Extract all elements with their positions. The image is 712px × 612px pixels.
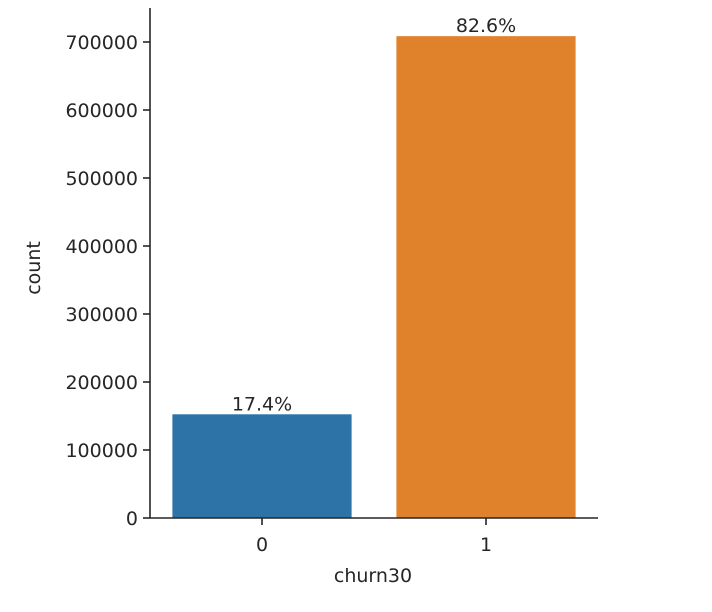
bar-data-label: 82.6%	[456, 15, 516, 37]
y-tick-label: 300000	[65, 304, 138, 326]
x-tick-label: 0	[256, 534, 268, 556]
x-axis-title: churn30	[334, 565, 412, 587]
bar-data-labels: 17.4% 82.6%	[232, 15, 516, 415]
x-tick-label: 1	[480, 534, 492, 556]
y-tick-label: 500000	[65, 168, 138, 190]
bar-data-label: 17.4%	[232, 393, 292, 415]
y-axis-title: count	[23, 241, 45, 295]
y-axis-ticks: 0 100000 200000 300000 400000 500000 600000 700…	[65, 32, 150, 530]
y-tick-label: 700000	[65, 32, 138, 54]
y-tick-label: 600000	[65, 100, 138, 122]
y-tick-label: 100000	[65, 440, 138, 462]
bar-1	[396, 36, 576, 518]
bars	[172, 36, 576, 518]
bar-0	[172, 414, 352, 518]
y-tick-label: 400000	[65, 236, 138, 258]
y-tick-label: 0	[126, 508, 138, 530]
y-tick-label: 200000	[65, 372, 138, 394]
